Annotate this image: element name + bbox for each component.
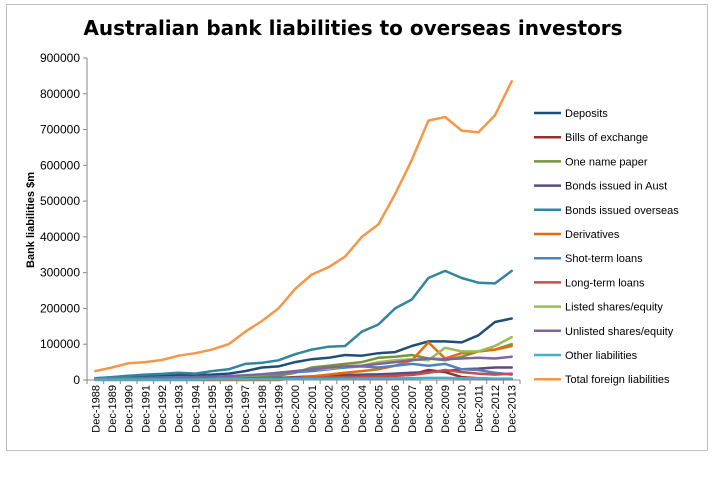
legend-label: Other liabilities xyxy=(565,350,638,362)
series-line-4 xyxy=(94,269,513,380)
legend-label: Long-term loans xyxy=(565,277,645,289)
legend-label: One name paper xyxy=(565,156,648,168)
y-tick-label: 900000 xyxy=(40,51,80,65)
x-tick-label: Dec-1991 xyxy=(140,385,152,433)
x-tick-label: Dec-2003 xyxy=(340,385,352,433)
legend-label: Bills of exchange xyxy=(565,132,648,144)
x-tick-label: Dec-2001 xyxy=(307,385,319,433)
legend-label: Listed shares/equity xyxy=(565,302,663,314)
x-tick-label: Dec-2013 xyxy=(507,385,519,433)
legend-label: Total foreign liabilities xyxy=(565,374,670,386)
series-line-9 xyxy=(94,355,513,381)
series-lines xyxy=(94,80,513,382)
x-tick-label: Dec-1995 xyxy=(207,385,219,433)
x-tick-label: Dec-1998 xyxy=(257,385,269,433)
x-tick-label: Dec-2007 xyxy=(407,385,419,433)
y-tick-label: 600000 xyxy=(40,158,80,172)
chart-frame: Australian bank liabilities to overseas … xyxy=(6,4,708,451)
x-tick-label: Dec-2006 xyxy=(390,385,402,433)
legend: Deposits Bills of exchange One name paper B… xyxy=(534,108,679,386)
x-tick-label: Dec-2012 xyxy=(490,385,502,433)
y-tick-label: 700000 xyxy=(40,123,80,137)
x-tick-label: Dec-1993 xyxy=(174,385,186,433)
x-tick-label: Dec-1999 xyxy=(274,385,286,433)
x-tick-label: Dec-1997 xyxy=(240,385,252,433)
chart-title: Australian bank liabilities to overseas … xyxy=(83,16,622,40)
legend-label: Bonds issued overseas xyxy=(565,205,679,217)
y-tick-label: 800000 xyxy=(40,87,80,101)
x-tick-label: Dec-2000 xyxy=(290,385,302,433)
x-tick-label: Dec-1989 xyxy=(107,385,119,433)
x-tick-label: Dec-1990 xyxy=(124,385,136,433)
y-tick-label: 100000 xyxy=(40,337,80,351)
series-line-10 xyxy=(94,376,513,381)
legend-label: Derivatives xyxy=(565,229,620,241)
x-tick-label: Dec-2002 xyxy=(323,385,335,433)
line-chart: Australian bank liabilities to overseas … xyxy=(25,16,679,433)
x-tick-label: Dec-1988 xyxy=(90,385,102,433)
x-tick-label: Dec-2010 xyxy=(457,385,469,433)
x-tick-label: Dec-1996 xyxy=(224,385,236,433)
x-tick-label: Dec-2005 xyxy=(373,385,385,433)
series-line-11 xyxy=(94,80,513,373)
x-tick-label: Dec-2008 xyxy=(423,385,435,433)
y-tick-label: 400000 xyxy=(40,230,80,244)
y-tick-label: 0 xyxy=(73,373,80,387)
x-tick-label: Dec-2004 xyxy=(357,385,369,433)
legend-label: Bonds issued in Aust xyxy=(565,181,667,193)
x-tick-label: Dec-1994 xyxy=(190,385,202,433)
series-line-0 xyxy=(94,317,513,380)
y-axis-label: Bank liabilities $m xyxy=(25,172,37,268)
legend-label: Deposits xyxy=(565,108,608,120)
x-tick-label: Dec-2009 xyxy=(440,385,452,433)
y-axis-ticks: 0 100000 200000 300000 400000 500000 600000 700… xyxy=(40,51,87,387)
x-tick-label: Dec-1992 xyxy=(157,385,169,433)
legend-label: Shot-term loans xyxy=(565,253,643,265)
y-tick-label: 500000 xyxy=(40,194,80,208)
y-tick-label: 300000 xyxy=(40,266,80,280)
y-tick-label: 200000 xyxy=(40,301,80,315)
x-axis-ticks: Dec-1988 Dec-1989 Dec-1990 Dec-1991 Dec-1992… xyxy=(86,380,521,433)
x-tick-label: Dec-2011 xyxy=(473,385,485,432)
axes xyxy=(86,58,520,381)
legend-label: Unlisted shares/equity xyxy=(565,326,674,338)
